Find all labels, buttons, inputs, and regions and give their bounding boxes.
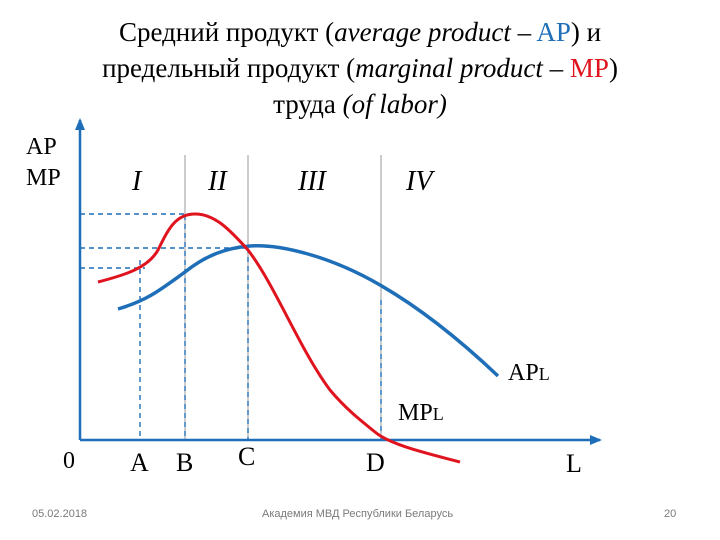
- stage-label-4: IV: [405, 166, 435, 197]
- footer-date: 05.02.2018: [32, 508, 88, 520]
- x-point-b-label: B: [176, 448, 193, 477]
- footer-organization: Академия МВД Республики Беларусь: [262, 508, 454, 520]
- title-line-2: предельный продукт (marginal product – M…: [102, 53, 618, 83]
- slide-title: Средний продукт (average product – AP) и…: [0, 14, 720, 122]
- x-axis-label: L: [566, 449, 582, 478]
- stage-label-2: II: [207, 166, 228, 197]
- stage-label-1: I: [131, 166, 143, 197]
- ap-curve-label: APL: [508, 360, 550, 386]
- mp-curve-label: MPL: [398, 400, 444, 426]
- y-axis-label: AP MP: [26, 132, 61, 194]
- x-point-d-label: D: [366, 448, 385, 477]
- mp-curve: [97, 212, 461, 464]
- title-line-3: труда (of labor): [273, 89, 447, 119]
- x-point-c-label: C: [238, 442, 255, 471]
- x-origin-label: 0: [63, 448, 75, 474]
- y-axis-label-mp: MP: [26, 165, 61, 191]
- stage-label-3: III: [297, 166, 328, 197]
- x-point-a-label: A: [130, 448, 149, 477]
- footer-page-number: 20: [664, 508, 677, 520]
- ap-curve: [117, 244, 500, 378]
- title-line-1: Средний продукт (average product – AP) и: [118, 17, 602, 47]
- y-axis-label-ap: AP: [26, 134, 57, 160]
